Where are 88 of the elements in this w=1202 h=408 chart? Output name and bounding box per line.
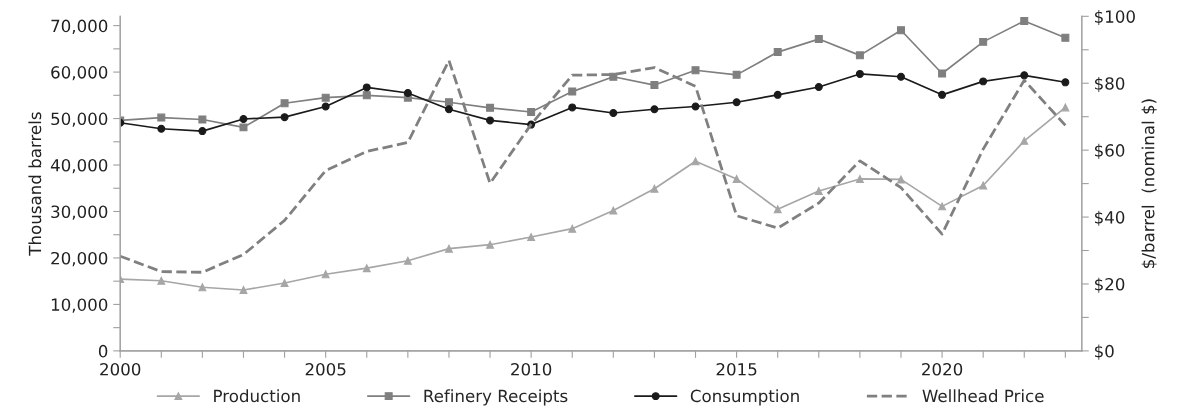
point [896,26,905,35]
point [568,103,577,112]
point [280,113,289,122]
point [280,279,289,288]
y-tick-label: 50,000 [51,112,108,127]
point [938,69,947,78]
point [486,240,495,249]
y2-tick-label: $80 [1094,76,1125,93]
y-tick-label: 10,000 [51,298,108,313]
point [444,105,453,114]
point [403,256,412,265]
point [1020,71,1029,80]
point [650,81,659,90]
point [609,206,618,215]
point [1061,33,1070,42]
y2-tick-label: $100 [1094,9,1135,26]
y2-axis-title: $/barrel (nominal $) [1141,99,1157,268]
point [855,51,864,60]
y-tick-label: 20,000 [51,251,108,267]
y-tick-label: 70,000 [51,19,108,34]
point [239,286,248,294]
point [855,69,864,78]
x-tick-label: 2010 [511,362,552,376]
point [321,270,330,279]
point [979,77,988,86]
point [198,127,207,136]
point [486,116,495,125]
y-tick-label: 60,000 [51,66,108,81]
point [855,174,864,183]
legend-label: Consumption [690,389,799,406]
y-axis-title: Thousand barrels [28,112,42,256]
point [814,187,823,196]
point [157,276,166,285]
point [650,184,659,193]
point [773,205,782,214]
x-tick-label: 2005 [305,362,346,376]
point [609,108,618,117]
y2-tick-label: $20 [1094,277,1125,293]
point [732,70,741,79]
point [896,72,905,81]
legend-label: Wellhead Price [922,389,1044,403]
point [650,105,659,114]
point [444,98,453,107]
point [732,174,741,183]
y-tick-label: 40,000 [50,158,108,174]
x-tick-label: 2015 [716,362,757,376]
point [732,98,741,107]
point [403,89,412,97]
point [979,181,988,190]
point [773,90,782,99]
y-tick-label: 0 [98,344,108,358]
point [239,123,248,132]
point [691,66,700,75]
point [938,90,947,99]
legend-label: Refinery Receipts [424,389,568,406]
point [280,99,289,108]
point [979,37,988,46]
point [321,93,330,102]
x-tick-label: 2020 [922,362,963,376]
point [814,82,823,91]
y-tick-label: 30,000 [51,205,108,220]
y2-tick-label: $0 [1094,344,1114,360]
point [527,108,536,117]
point [1020,136,1029,145]
point [691,102,700,111]
point [1061,78,1070,87]
y2-tick-label: $60 [1094,143,1125,159]
point [1061,103,1070,112]
point [362,264,371,273]
point [157,113,166,122]
x-tick-label: 2000 [100,362,141,376]
point [568,87,577,96]
point [1020,16,1029,25]
point [773,48,782,57]
point [362,91,371,100]
legend-label: Production [214,389,300,403]
point [157,124,166,133]
point [527,233,536,242]
point [198,115,207,124]
point [568,224,577,233]
point [239,115,248,123]
point [486,103,495,112]
point [362,83,371,92]
point [814,35,823,44]
y2-tick-label: $40 [1094,210,1125,226]
point [198,283,207,292]
point [444,244,453,253]
point [321,102,330,111]
